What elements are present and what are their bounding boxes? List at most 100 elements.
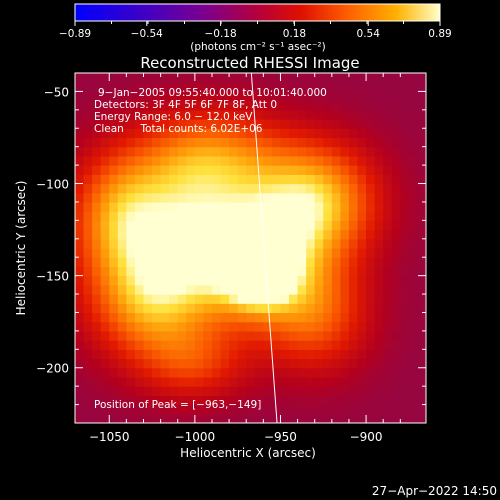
heatmap-cell (263, 340, 273, 350)
heatmap-cell (134, 404, 145, 415)
heatmap-cell (340, 284, 350, 295)
heatmap-cell (408, 367, 419, 378)
heatmap-cell (280, 367, 290, 378)
heatmap-cell (271, 303, 282, 314)
heatmap-cell (211, 303, 222, 314)
heatmap-cell (83, 109, 93, 120)
heatmap-cell (323, 165, 333, 175)
heatmap-cell (400, 100, 410, 111)
heatmap-cell (92, 137, 102, 148)
heatmap-cell (75, 395, 85, 406)
heatmap-cell (75, 312, 85, 323)
heatmap-cell (203, 201, 213, 212)
heatmap-cell (92, 238, 102, 249)
heatmap-cell (100, 183, 110, 194)
heatmap-cell (348, 349, 359, 360)
heatmap-cell (83, 146, 93, 157)
heatmap-cell (366, 165, 376, 175)
heatmap-cell (160, 119, 170, 129)
heatmap-cell (323, 395, 333, 406)
heatmap-cell (237, 174, 247, 185)
heatmap-cell (246, 91, 256, 102)
heatmap-cell (109, 165, 119, 175)
heatmap-cell (289, 395, 299, 406)
heatmap-cell (400, 174, 410, 185)
heatmap-cell (280, 284, 290, 295)
heatmap-cell (374, 266, 384, 277)
heatmap-cell (357, 376, 367, 387)
heatmap-cell (323, 312, 333, 323)
heatmap-cell (143, 340, 153, 350)
heatmap-cell (374, 128, 384, 139)
heatmap-cell (254, 275, 264, 286)
heatmap-cell (400, 109, 410, 120)
heatmap-cell (374, 229, 384, 240)
heatmap-cell (314, 367, 324, 378)
heatmap-cell (297, 312, 307, 323)
heatmap-cell (83, 248, 93, 258)
heatmap-cell (143, 183, 153, 194)
heatmap-cell (117, 201, 127, 212)
heatmap-cell (203, 146, 213, 157)
heatmap-cell (323, 367, 333, 378)
heatmap-cell (83, 128, 93, 139)
heatmap-cell (229, 211, 239, 221)
heatmap-cell (169, 165, 179, 175)
heatmap-cell (323, 303, 333, 314)
heatmap-cell (271, 312, 282, 323)
heatmap-cell (408, 376, 419, 387)
heatmap-cell (408, 146, 419, 157)
heatmap-cell (203, 275, 213, 286)
heatmap-cell (169, 137, 179, 148)
heatmap-cell (374, 220, 384, 231)
heatmap-cell (109, 395, 119, 406)
heatmap-cell (229, 275, 239, 286)
heatmap-cell (357, 192, 367, 203)
heatmap-cell (229, 91, 239, 102)
heatmap-cell (203, 257, 213, 268)
heatmap-cell (83, 294, 93, 304)
heatmap-cell (306, 376, 316, 387)
heatmap-cell (289, 321, 299, 332)
heatmap-cell (417, 413, 426, 423)
heatmap-cell (117, 192, 127, 203)
heatmap-cell (75, 238, 85, 249)
heatmap-cell (408, 229, 419, 240)
heatmap-cell (152, 275, 162, 286)
heatmap-cell (220, 109, 230, 120)
heatmap-cell (306, 174, 316, 185)
heatmap-cell (211, 349, 222, 360)
heatmap-cell (263, 367, 273, 378)
heatmap-cell (357, 248, 367, 258)
heatmap-cell (340, 119, 350, 129)
heatmap-cell (297, 367, 307, 378)
heatmap-cell (263, 330, 273, 341)
colorbar (74, 3, 441, 22)
heatmap-cell (323, 82, 333, 93)
heatmap-cell (348, 119, 359, 129)
heatmap-cell (289, 294, 299, 304)
heatmap-cell (400, 73, 410, 83)
heatmap-cell (306, 229, 316, 240)
heatmap-cell (271, 248, 282, 258)
heatmap-cell (263, 91, 273, 102)
heatmap-cell (100, 358, 110, 369)
heatmap-cell (194, 119, 205, 129)
heatmap-cell (374, 183, 384, 194)
heatmap-cell (417, 303, 426, 314)
heatmap-cell (383, 128, 393, 139)
heatmap-cell (134, 395, 145, 406)
heatmap-cell (246, 137, 256, 148)
heatmap-cell (100, 229, 110, 240)
heatmap-cell (271, 91, 282, 102)
heatmap-cell (297, 376, 307, 387)
heatmap-cell (331, 201, 341, 212)
heatmap-cell (391, 303, 401, 314)
heatmap-cell (203, 367, 213, 378)
heatmap-cell (374, 395, 384, 406)
heatmap-cell (280, 238, 290, 249)
heatmap-cell (169, 100, 179, 111)
heatmap-cell (100, 109, 110, 120)
heatmap-cell (246, 211, 256, 221)
heatmap-cell (117, 155, 127, 166)
